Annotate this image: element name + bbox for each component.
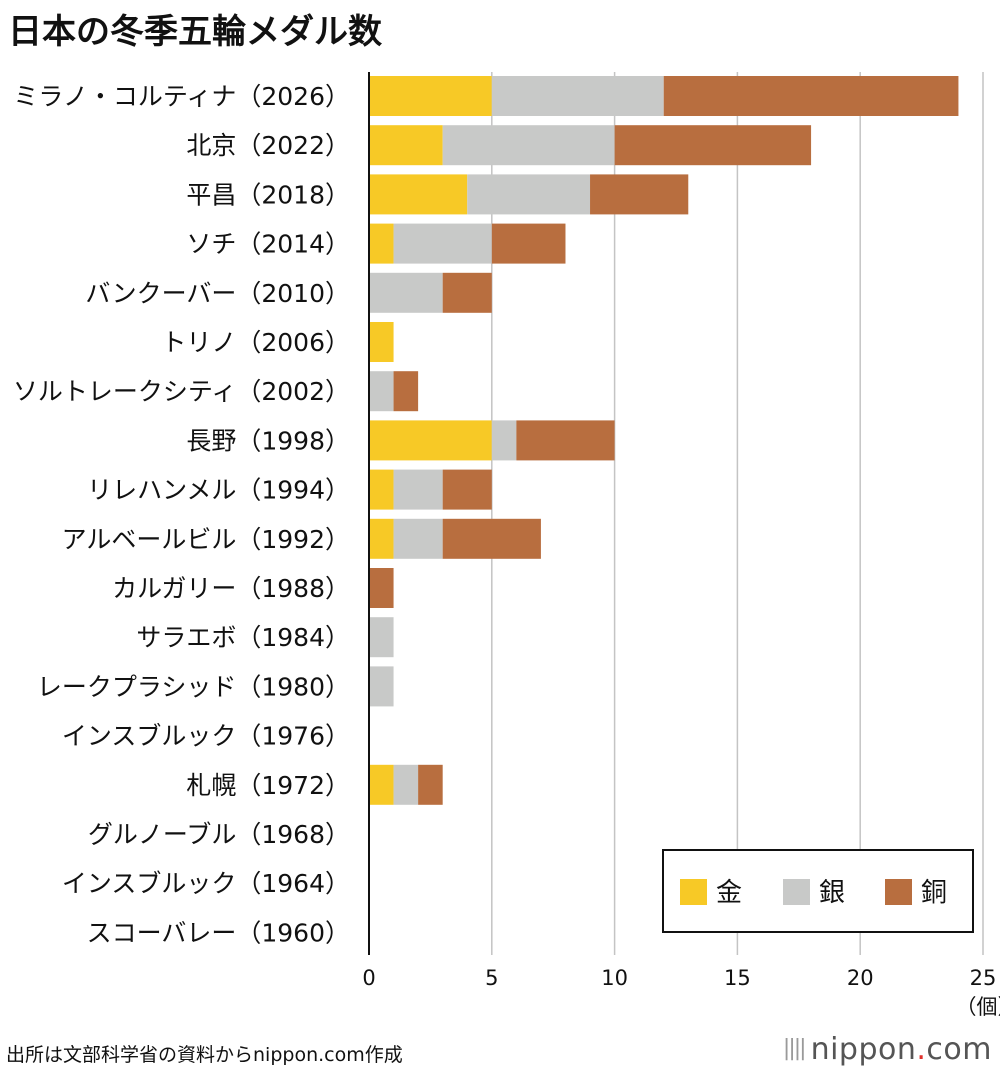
bar-4-series-2 <box>442 272 492 313</box>
bar-1-series-2 <box>614 125 812 166</box>
category-label: リレハンメル（1994） <box>87 476 350 505</box>
category-label: トリノ（2006） <box>161 328 350 357</box>
category-label: レークプラシッド（1980） <box>37 672 350 701</box>
bar-5-series-0 <box>369 322 394 362</box>
category-label: ミラノ・コルティナ（2026） <box>13 82 350 111</box>
bar-1-series-0 <box>369 125 443 166</box>
bar-0-series-0 <box>369 76 492 116</box>
legend: 金銀銅 <box>662 849 974 933</box>
bar-6-series-1 <box>369 371 394 412</box>
legend-box <box>662 849 974 933</box>
brand-bars-icon: |||| <box>782 1036 807 1061</box>
category-label: インスブルック（1976） <box>62 722 350 751</box>
x-tick-label: 0 <box>362 966 375 990</box>
bars <box>369 76 959 805</box>
category-label: アルベールビル（1992） <box>62 525 350 554</box>
legend-label-0: 金 <box>716 878 742 908</box>
chart-title: 日本の冬季五輪メダル数 <box>8 12 382 52</box>
x-tick-label: 25 <box>970 966 997 990</box>
bar-3-series-2 <box>491 223 566 264</box>
bar-9-series-0 <box>369 518 394 559</box>
category-label: ソルトレークシティ（2002） <box>13 377 350 406</box>
category-label: 北京（2022） <box>186 131 350 160</box>
category-label: 札幌（1972） <box>186 771 350 800</box>
bar-14-series-1 <box>393 764 419 805</box>
bar-11-series-1 <box>369 617 394 658</box>
bar-7-series-2 <box>516 420 615 461</box>
bar-2-series-1 <box>467 174 591 215</box>
bar-1-series-1 <box>442 125 615 166</box>
category-label: サラエボ（1984） <box>136 623 350 652</box>
bar-0-series-1 <box>491 76 664 116</box>
bar-7-series-1 <box>491 420 517 461</box>
legend-label-2: 銅 <box>921 878 947 908</box>
x-tick-label: 5 <box>485 966 498 990</box>
brand-dot: . <box>916 1032 927 1067</box>
x-tick-label: 20 <box>847 966 874 990</box>
x-axis: 0 5 10 15 20 25 （個） <box>362 72 1000 1019</box>
category-label: スコーバレー（1960） <box>87 918 350 947</box>
brand-name: nippon <box>810 1032 917 1067</box>
legend-swatch-2 <box>885 879 912 905</box>
category-label: インスブルック（1964） <box>62 869 350 898</box>
brand-tld: com <box>926 1032 992 1067</box>
category-label: グルノーブル（1968） <box>88 820 350 849</box>
legend-swatch-1 <box>783 879 810 905</box>
bar-3-series-0 <box>369 223 394 264</box>
category-label: ソチ（2014） <box>186 230 350 259</box>
brand-logo: |||| nippon.com <box>783 1032 992 1067</box>
bar-14-series-2 <box>418 764 443 805</box>
bar-14-series-0 <box>369 764 394 805</box>
bar-7-series-0 <box>369 420 492 461</box>
bar-4-series-1 <box>369 272 443 313</box>
x-tick-label: 15 <box>724 966 751 990</box>
grid-lines <box>491 72 984 955</box>
bar-10-series-2 <box>369 568 394 608</box>
source-note: 出所は文部科学省の資料からnippon.com作成 <box>6 1044 403 1066</box>
bar-8-series-1 <box>393 469 443 510</box>
x-tick-label: 10 <box>601 966 628 990</box>
bar-8-series-2 <box>442 469 492 510</box>
bar-0-series-2 <box>663 76 959 116</box>
bar-9-series-1 <box>393 518 443 559</box>
category-labels: ミラノ・コルティナ（2026） 北京（2022） 平昌（2018） ソチ（2014） バ… <box>13 82 350 947</box>
bar-2-series-2 <box>590 174 689 215</box>
bar-8-series-0 <box>369 469 394 510</box>
x-unit-label: （個） <box>956 995 1000 1019</box>
bar-2-series-0 <box>369 174 468 215</box>
category-label: バンクーバー（2010） <box>85 279 350 308</box>
bar-3-series-1 <box>393 223 492 264</box>
category-label: 平昌（2018） <box>186 180 350 209</box>
legend-label-1: 銀 <box>819 878 845 908</box>
bar-6-series-2 <box>393 371 419 412</box>
category-label: 長野（1998） <box>186 426 350 455</box>
category-label: カルガリー（1988） <box>112 574 350 603</box>
bar-12-series-1 <box>369 666 394 707</box>
legend-swatch-0 <box>680 879 707 905</box>
bar-9-series-2 <box>442 518 541 559</box>
